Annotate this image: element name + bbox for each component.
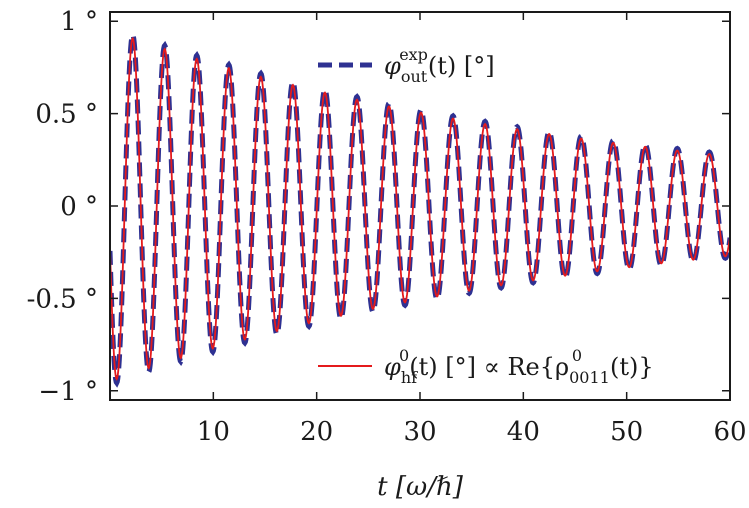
legend-entry-exp: φoutexp(t) [°] (318, 45, 495, 86)
legend-label-exp: φoutexp(t) [°] (384, 45, 495, 86)
y-tick-label: −1 ° (38, 377, 98, 407)
x-tick-label: 30 (403, 417, 436, 447)
legend-entry-hf: φhf0(t) [°] ∝ Re{ρ00110 (t)} (318, 346, 654, 387)
x-tick-label: 20 (300, 417, 333, 447)
x-tick-label: 50 (610, 417, 643, 447)
x-tick-label: 60 (713, 417, 746, 447)
y-tick-label: 1 ° (60, 7, 98, 37)
plot-lines (110, 29, 730, 388)
axes-frame (109, 11, 731, 401)
y-tick-label: -0.5 ° (27, 284, 98, 314)
legend-label-hf: φhf0(t) [°] ∝ Re{ρ00110 (t)} (384, 346, 654, 387)
x-axis-label: t [ω/ℏ] (377, 472, 464, 502)
y-tick-label: 0.5 ° (35, 100, 98, 130)
x-tick-label: 10 (197, 417, 230, 447)
tick-labels: 10 20 30 40 50 60 1 ° 0.5 ° 0 ° -0.5 ° −1 ° (27, 7, 747, 447)
series-line-hf (110, 36, 730, 381)
y-tick-label: 0 ° (60, 192, 98, 222)
x-tick-label: 40 (507, 417, 540, 447)
